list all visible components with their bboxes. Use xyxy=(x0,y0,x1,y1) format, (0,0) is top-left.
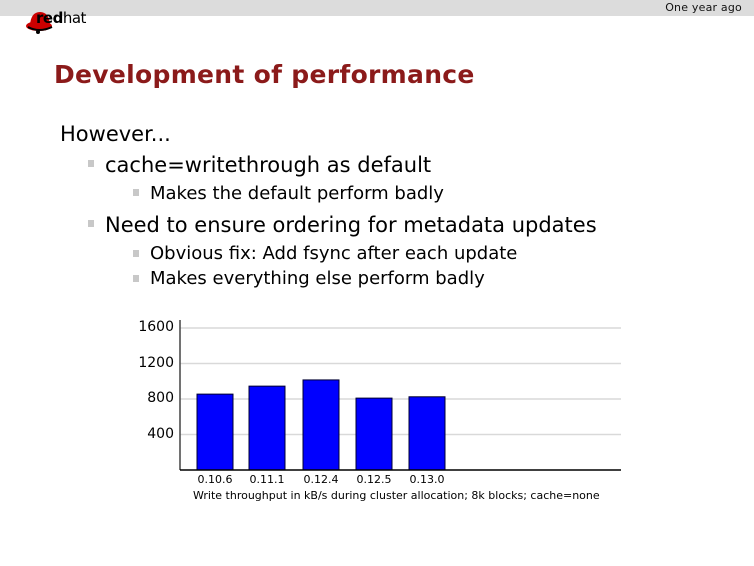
body-item-0: However... xyxy=(60,122,171,146)
body-item-2: Makes the default perform badly xyxy=(150,183,444,204)
body-item-4: Obvious fix: Add fsync after each update xyxy=(150,243,518,264)
x-tick-label: 0.10.6 xyxy=(197,473,233,486)
redhat-logo-text: redhat xyxy=(36,9,86,27)
bar-0.11.1 xyxy=(248,385,286,471)
bar-0.13.0 xyxy=(408,396,446,471)
y-tick-label: 1200 xyxy=(138,354,174,371)
logo-thin: hat xyxy=(62,9,87,27)
bullet-icon xyxy=(133,275,139,282)
top-bar: One year ago xyxy=(0,0,754,16)
redhat-fedora-icon xyxy=(26,12,53,34)
body-item-1: cache=writethrough as default xyxy=(105,153,432,177)
section-label: One year ago xyxy=(665,1,742,14)
x-tick-label: 0.12.4 xyxy=(303,473,339,486)
y-tick-label: 1600 xyxy=(138,319,174,335)
bar-0.12.5 xyxy=(355,397,393,471)
logo-bold: red xyxy=(36,9,63,27)
bullet-icon xyxy=(133,250,139,257)
body-item-5: Makes everything else perform badly xyxy=(150,268,485,289)
bullet-icon xyxy=(88,220,94,227)
x-tick-label: 0.13.0 xyxy=(409,473,445,486)
slide-title: Development of performance xyxy=(54,60,475,89)
body-item-3: Need to ensure ordering for metadata upd… xyxy=(105,213,597,237)
chart-caption: Write throughput in kB/s during cluster … xyxy=(193,489,600,502)
x-tick-label: 0.11.1 xyxy=(249,473,285,486)
bar-0.10.6 xyxy=(196,393,234,471)
y-tick-label: 400 xyxy=(147,425,174,442)
x-tick-label: 0.12.5 xyxy=(356,473,392,486)
bar-0.12.4 xyxy=(302,379,340,471)
bullet-icon xyxy=(133,189,139,196)
y-tick-label: 800 xyxy=(147,390,174,406)
bullet-icon xyxy=(88,160,94,167)
